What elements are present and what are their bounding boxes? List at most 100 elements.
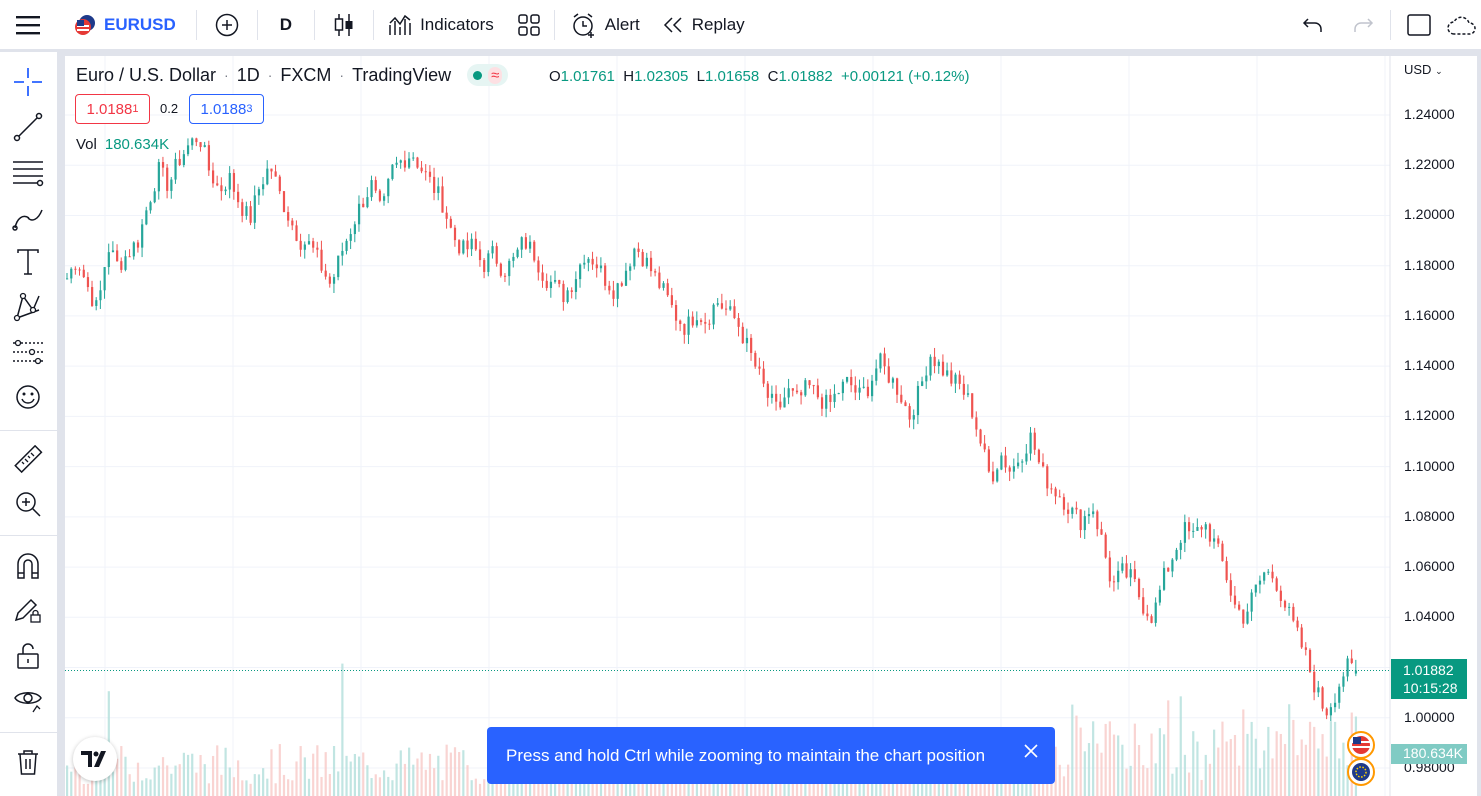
volume-bar (249, 783, 252, 796)
candle-body (1350, 658, 1353, 663)
magnet-icon (17, 553, 39, 579)
volume-bar (879, 783, 882, 796)
tradingview-logo[interactable] (73, 737, 117, 781)
grid-icon (518, 13, 540, 36)
candle-body (1067, 509, 1070, 514)
candle-body (403, 160, 407, 168)
candle-body (545, 280, 548, 289)
market-status-badge[interactable]: ≈ (467, 64, 509, 86)
volume-bar (320, 776, 323, 796)
cloud-icon (1447, 16, 1476, 35)
volume-bar (161, 757, 165, 796)
replay-label: Replay (691, 14, 745, 34)
hide-drawings-tool[interactable] (8, 680, 48, 720)
candle-body (1075, 507, 1078, 510)
lock-drawings-tool[interactable] (8, 590, 48, 630)
interval-button[interactable]: D (258, 0, 314, 50)
candle-body (462, 240, 465, 254)
volume-bar (207, 783, 211, 796)
undo-button[interactable] (1290, 0, 1336, 50)
symbol-search-button[interactable]: EURUSD (56, 0, 186, 50)
trend-line-tool[interactable] (8, 107, 48, 147)
candle-body (237, 191, 240, 203)
candle-body (520, 237, 523, 250)
candle-body (624, 270, 628, 286)
brush-tool[interactable] (8, 197, 48, 237)
candle-body (207, 145, 211, 171)
buy-button[interactable]: 1.0188 3 (189, 94, 264, 124)
candle-body (750, 337, 753, 353)
volume-bar (420, 752, 423, 796)
us-event-icon[interactable] (1347, 731, 1375, 759)
lock-all-tool[interactable] (8, 636, 48, 676)
alert-button[interactable]: Alert (555, 0, 652, 50)
text-tool[interactable] (8, 242, 48, 282)
volume-bar (99, 777, 102, 796)
price-tick-label: 1.12000 (1404, 407, 1455, 424)
close-icon[interactable] (1021, 741, 1041, 761)
volume-bar (462, 750, 465, 796)
candle-body (883, 353, 886, 367)
candle-body (658, 272, 661, 288)
layout-templates-button[interactable] (504, 0, 554, 50)
volume-legend[interactable]: Vol 180.634K (76, 136, 169, 153)
volume-bar (287, 779, 290, 796)
candle-body (579, 264, 582, 280)
volume-bar (800, 781, 803, 796)
volume-bar (1100, 752, 1103, 796)
volume-bar (1258, 768, 1262, 796)
high-label: H (623, 68, 635, 85)
volume-bar (841, 779, 844, 796)
layout-button[interactable] (1391, 0, 1441, 50)
volume-bar (416, 758, 419, 796)
candle-body (499, 263, 502, 276)
redo-button[interactable] (1336, 0, 1390, 50)
volume-bar (241, 780, 244, 796)
menu-button[interactable] (0, 0, 56, 50)
chart-pane[interactable]: Euro / U.S. Dollar · 1D · FXCM · Trading… (65, 56, 1477, 796)
volume-bar (1067, 764, 1070, 796)
drawing-toolbar (0, 52, 58, 796)
price-tick-label: 1.06000 (1404, 558, 1455, 575)
candle-body (608, 285, 611, 291)
measure-tool[interactable] (8, 440, 48, 480)
cloud-save-button[interactable] (1441, 0, 1481, 50)
replay-button[interactable]: Replay (652, 0, 755, 50)
icon-tool[interactable] (8, 377, 48, 417)
volume-bar (111, 771, 115, 796)
candle-body (979, 429, 982, 444)
eu-event-icon[interactable] (1347, 758, 1375, 786)
remove-drawings-tool[interactable] (8, 742, 48, 782)
chart-type-button[interactable] (315, 0, 373, 50)
volume-bar (203, 764, 206, 796)
candle-body (186, 145, 190, 155)
compare-symbol-button[interactable] (197, 0, 257, 50)
sell-button[interactable]: 1.0188 1 (75, 94, 150, 124)
magnet-tool[interactable] (8, 546, 48, 586)
price-axis[interactable]: USD ⌄ 1.24000 1.22000 1.20000 1.18000 1.1600… (1390, 56, 1477, 796)
prediction-tool[interactable] (8, 332, 48, 372)
change-value: +0.00121 (+0.12%) (841, 68, 970, 85)
volume-bar (1229, 739, 1232, 796)
zoom-in-tool[interactable] (8, 484, 48, 524)
volume-bar (587, 772, 590, 796)
symbol-legend[interactable]: Euro / U.S. Dollar · 1D · FXCM · Trading… (76, 64, 509, 86)
crosshair-tool[interactable] (8, 62, 48, 102)
candle-body (1117, 570, 1120, 583)
candle-body (474, 238, 477, 250)
candle-body (612, 290, 615, 299)
candle-body (983, 443, 986, 450)
candle-body (1179, 542, 1182, 550)
indicators-button[interactable]: Indicators (374, 0, 504, 50)
volume-bar (316, 745, 319, 796)
volume-bar (708, 774, 711, 796)
legend-separator: · (267, 67, 273, 83)
price-chart[interactable] (65, 56, 1477, 796)
fib-tool[interactable] (8, 152, 48, 192)
candle-body (954, 374, 957, 384)
candle-body (420, 167, 423, 172)
volume-bar (741, 779, 744, 796)
candle-body (387, 178, 390, 197)
patterns-tool[interactable] (8, 287, 48, 327)
currency-selector[interactable]: USD ⌄ (1404, 62, 1443, 77)
